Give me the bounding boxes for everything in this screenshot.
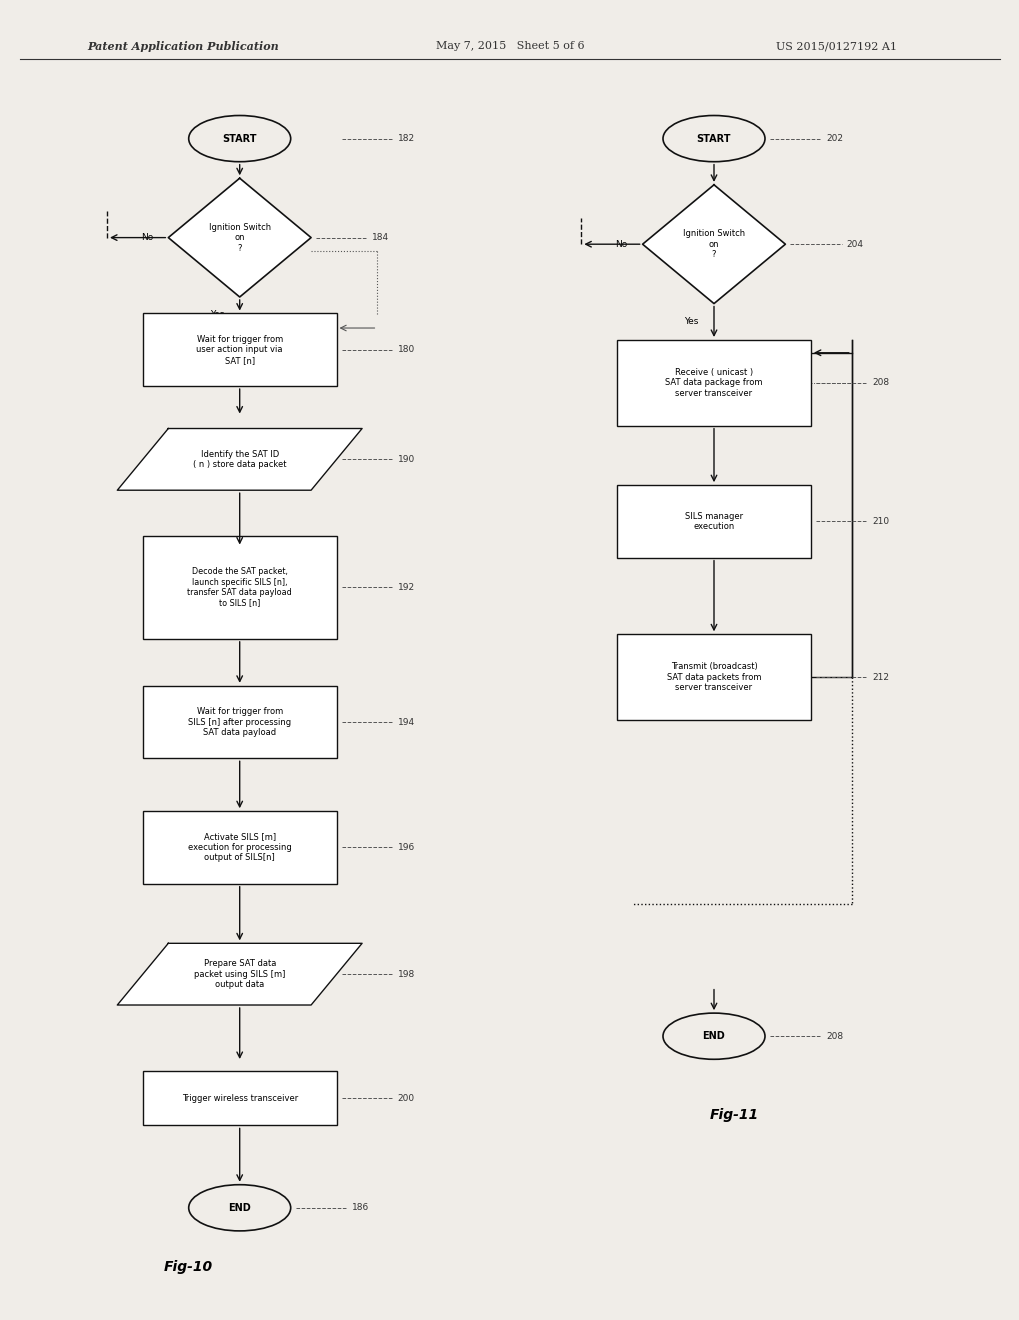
Text: 190: 190 xyxy=(397,455,415,463)
Text: 208: 208 xyxy=(825,1032,843,1040)
Text: Wait for trigger from
SILS [n] after processing
SAT data payload: Wait for trigger from SILS [n] after pro… xyxy=(187,708,291,737)
Text: Trigger wireless transceiver: Trigger wireless transceiver xyxy=(181,1094,298,1102)
Text: Activate SILS [m]
execution for processing
output of SILS[n]: Activate SILS [m] execution for processi… xyxy=(187,833,291,862)
Text: 210: 210 xyxy=(871,517,889,525)
Text: Fig-10: Fig-10 xyxy=(164,1261,213,1274)
Text: Receive ( unicast )
SAT data package from
server transceiver: Receive ( unicast ) SAT data package fro… xyxy=(664,368,762,397)
Text: 202: 202 xyxy=(825,135,843,143)
Text: 192: 192 xyxy=(397,583,415,591)
FancyBboxPatch shape xyxy=(616,484,810,557)
Text: 194: 194 xyxy=(397,718,415,726)
Text: START: START xyxy=(222,133,257,144)
Polygon shape xyxy=(117,429,362,490)
Text: 180: 180 xyxy=(397,346,415,354)
Text: END: END xyxy=(228,1203,251,1213)
Text: 184: 184 xyxy=(372,234,389,242)
FancyBboxPatch shape xyxy=(616,634,810,721)
Text: Yes: Yes xyxy=(684,317,698,326)
Polygon shape xyxy=(117,944,362,1005)
Polygon shape xyxy=(642,185,785,304)
FancyBboxPatch shape xyxy=(616,341,810,425)
Text: Decode the SAT packet,
launch specific SILS [n],
transfer SAT data payload
to SI: Decode the SAT packet, launch specific S… xyxy=(187,568,291,607)
Text: 182: 182 xyxy=(397,135,415,143)
FancyBboxPatch shape xyxy=(143,536,336,639)
FancyBboxPatch shape xyxy=(143,686,336,758)
Text: 198: 198 xyxy=(397,970,415,978)
Text: US 2015/0127192 A1: US 2015/0127192 A1 xyxy=(775,41,896,51)
Text: Patent Application Publication: Patent Application Publication xyxy=(88,41,279,51)
Text: SILS manager
execution: SILS manager execution xyxy=(685,512,742,531)
Text: 200: 200 xyxy=(397,1094,415,1102)
Text: 212: 212 xyxy=(871,673,889,681)
FancyBboxPatch shape xyxy=(143,1071,336,1126)
Polygon shape xyxy=(168,178,311,297)
Text: Yes: Yes xyxy=(210,310,224,319)
Text: No: No xyxy=(614,240,627,248)
Text: 208: 208 xyxy=(871,379,889,387)
Text: 204: 204 xyxy=(846,240,863,248)
Text: May 7, 2015   Sheet 5 of 6: May 7, 2015 Sheet 5 of 6 xyxy=(435,41,584,51)
Text: 186: 186 xyxy=(352,1204,369,1212)
Text: Ignition Switch
on
?: Ignition Switch on ? xyxy=(209,223,270,252)
Text: START: START xyxy=(696,133,731,144)
Text: Identify the SAT ID
( n ) store data packet: Identify the SAT ID ( n ) store data pac… xyxy=(193,450,286,469)
FancyBboxPatch shape xyxy=(143,313,336,385)
Text: No: No xyxy=(141,234,153,242)
Text: 196: 196 xyxy=(397,843,415,851)
FancyBboxPatch shape xyxy=(143,810,336,884)
Text: Ignition Switch
on
?: Ignition Switch on ? xyxy=(683,230,744,259)
Text: END: END xyxy=(702,1031,725,1041)
Text: Fig-11: Fig-11 xyxy=(709,1109,758,1122)
Text: Transmit (broadcast)
SAT data packets from
server transceiver: Transmit (broadcast) SAT data packets fr… xyxy=(666,663,760,692)
Text: Wait for trigger from
user action input via
SAT [n]: Wait for trigger from user action input … xyxy=(197,335,282,364)
Text: Prepare SAT data
packet using SILS [m]
output data: Prepare SAT data packet using SILS [m] o… xyxy=(194,960,285,989)
